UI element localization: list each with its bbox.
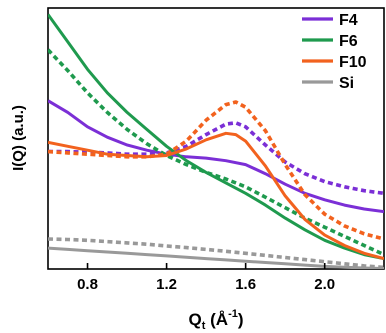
x-tick-label: 0.8 — [77, 276, 98, 293]
x-axis-label-unit-open: (Å — [205, 310, 228, 329]
x-axis-label-unit-close: ) — [238, 310, 244, 329]
series-line-f10-solid — [48, 131, 384, 261]
x-axis-label-subscript: t — [202, 320, 206, 332]
series-line-f4-solid — [48, 99, 384, 214]
legend-label-f4: F4 — [339, 12, 358, 29]
series-layer — [48, 13, 384, 269]
series-line-f6-solid — [48, 13, 384, 261]
series-line-si-solid — [48, 246, 384, 269]
legend: F4 F6 F10 Si — [302, 12, 367, 92]
series-line-si-dashed — [48, 237, 384, 269]
series-line-f6-dashed — [48, 48, 384, 257]
legend-label-f6: F6 — [339, 33, 358, 50]
plot-area-frame — [47, 7, 385, 270]
x-axis-label-unit-superscript: -1 — [228, 308, 238, 320]
x-axis-label-main: Q — [188, 310, 201, 329]
x-axis-label: Qt (Å-1) — [188, 308, 243, 332]
legend-label-si: Si — [339, 75, 354, 92]
x-tick-label: 2.0 — [314, 276, 335, 293]
x-tick-label: 1.2 — [156, 276, 177, 293]
y-axis-label: I(Q) (a.u.) — [10, 105, 27, 171]
series-line-f10-dashed — [48, 100, 384, 241]
legend-label-f10: F10 — [339, 54, 367, 71]
x-axis-ticks: 0.8 1.2 1.6 2.0 — [77, 263, 335, 293]
x-tick-label: 1.6 — [235, 276, 256, 293]
